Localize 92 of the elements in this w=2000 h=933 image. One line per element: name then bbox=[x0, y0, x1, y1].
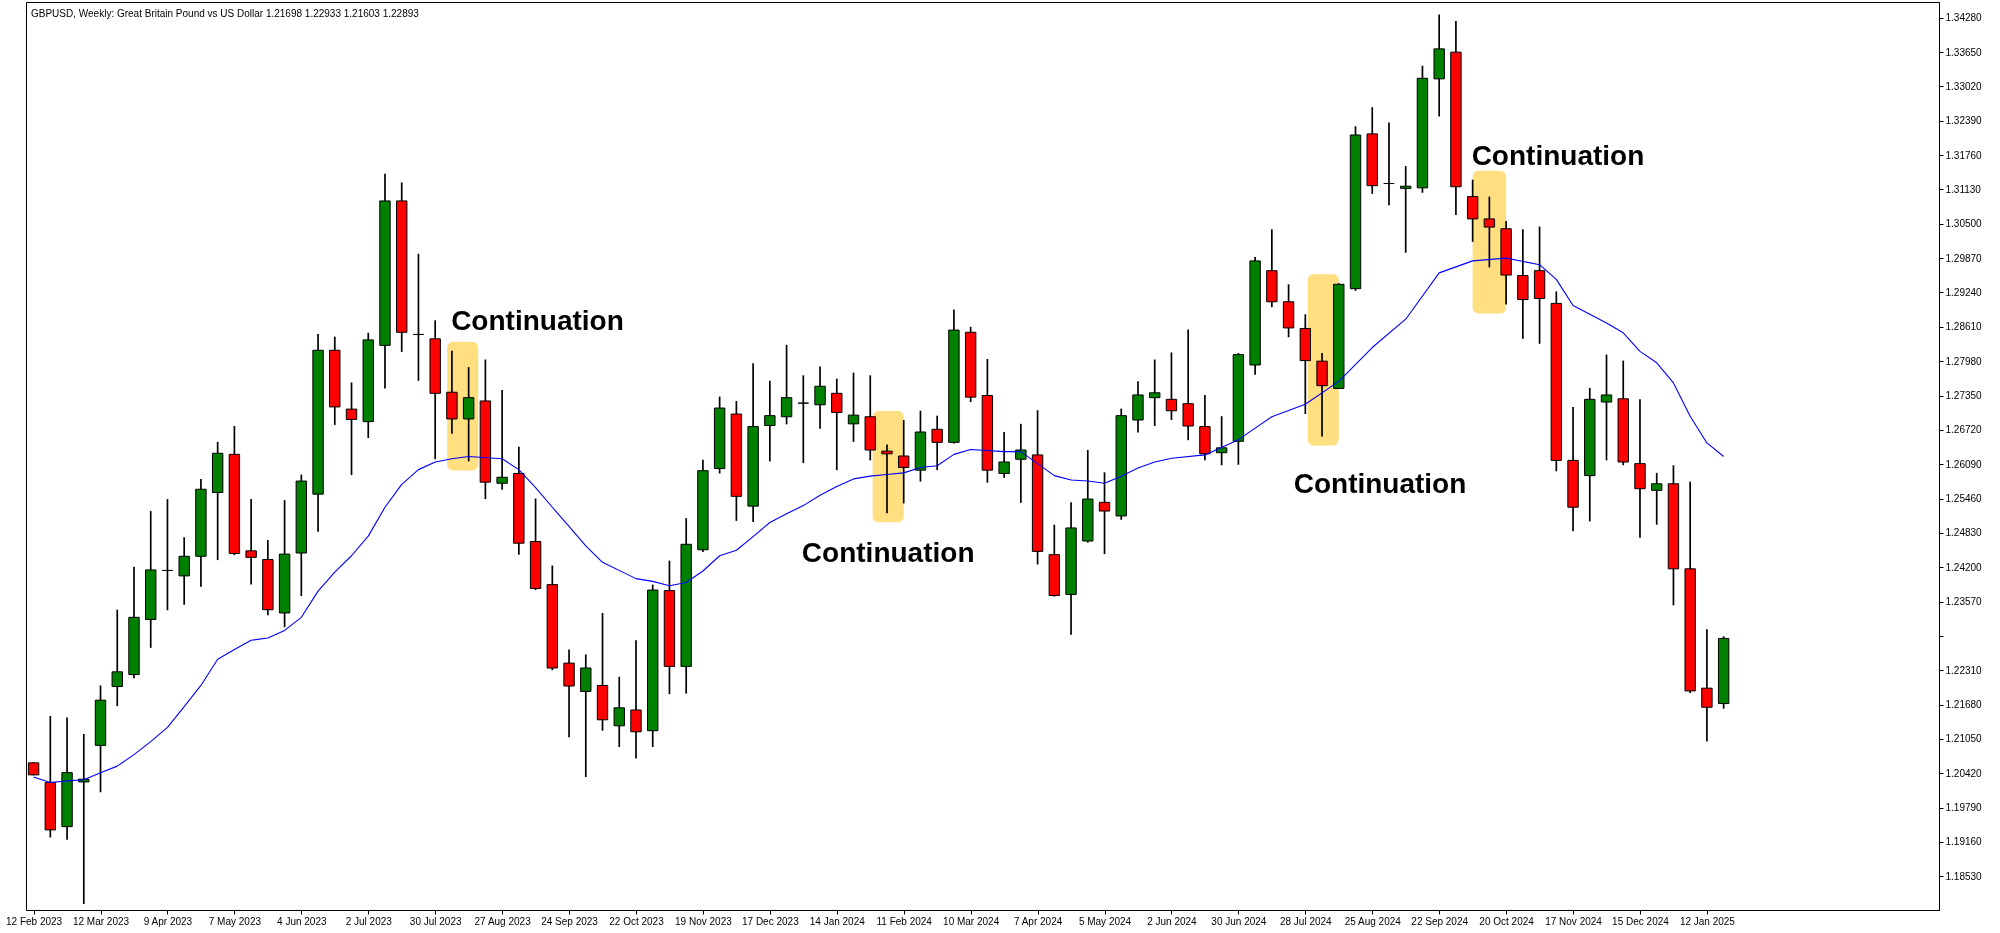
x-tick-label: 22 Oct 2023 bbox=[609, 915, 665, 927]
y-tick-label: 1.19160 bbox=[1945, 836, 1983, 848]
y-tick-label: 1.33020 bbox=[1945, 80, 1983, 92]
x-tick-label: 25 Aug 2024 bbox=[1344, 915, 1402, 927]
candlestick bbox=[1600, 353, 1613, 462]
y-tick-label: 1.31760 bbox=[1945, 149, 1983, 161]
candlestick bbox=[998, 431, 1010, 479]
x-tick-label: 27 Aug 2023 bbox=[474, 915, 532, 927]
candlestick bbox=[1701, 628, 1713, 743]
candlestick bbox=[1466, 178, 1479, 243]
candlestick bbox=[764, 379, 776, 463]
y-tick-label: 1.30500 bbox=[1945, 218, 1983, 230]
y-tick-label: 1.27980 bbox=[1945, 355, 1983, 367]
candlestick bbox=[1400, 165, 1412, 254]
band-label: Continuation bbox=[1293, 468, 1467, 500]
candlestick bbox=[831, 377, 843, 472]
y-tick-label: 1.21050 bbox=[1945, 733, 1983, 745]
x-tick-label: 20 Oct 2024 bbox=[1479, 915, 1535, 927]
candlestick bbox=[161, 498, 174, 612]
y-tick-label: 1.24200 bbox=[1945, 561, 1983, 573]
y-tick-label: 1.19790 bbox=[1945, 802, 1983, 814]
y-tick-label: 1.31130 bbox=[1945, 183, 1982, 195]
x-tick-label: 12 Jan 2025 bbox=[1679, 915, 1736, 927]
text: GBPUSD, Weekly: Great Britain Pound vs US Dollar 1.21698 1.22933 1.21603 1.22893 bbox=[31, 8, 420, 19]
candlestick bbox=[462, 366, 475, 463]
x-tick-label: 17 Dec 2023 bbox=[741, 915, 800, 927]
candlestick bbox=[1483, 195, 1496, 269]
candlestick bbox=[1517, 228, 1529, 340]
candlestick bbox=[245, 498, 257, 586]
candlestick bbox=[412, 252, 425, 382]
x-tick-label: 12 Feb 2023 bbox=[6, 915, 63, 927]
x-tick-label: 2 Jun 2024 bbox=[1147, 915, 1198, 927]
y-tick-label: 1.25460 bbox=[1945, 493, 1983, 505]
x-tick-label: 28 Jul 2024 bbox=[1279, 915, 1333, 927]
candlestick bbox=[1182, 328, 1194, 442]
y-tick-label: 1.27350 bbox=[1945, 390, 1983, 401]
x-tick-label: 7 Apr 2024 bbox=[1013, 915, 1063, 927]
x-tick-label: 30 Jul 2023 bbox=[409, 915, 462, 927]
band-label: Continuation bbox=[801, 537, 975, 569]
x-tick-label: 5 May 2024 bbox=[1078, 915, 1132, 927]
candlestick bbox=[898, 419, 910, 505]
x-tick-label: 9 Apr 2023 bbox=[143, 915, 193, 927]
x-tick-label: 24 Sep 2023 bbox=[541, 915, 599, 927]
y-tick-label: 1.29870 bbox=[1945, 252, 1983, 264]
candlestick bbox=[1015, 422, 1027, 504]
candlestick bbox=[630, 639, 642, 760]
candlestick bbox=[780, 343, 793, 426]
candlestick bbox=[1149, 358, 1161, 427]
candlestick bbox=[580, 653, 592, 778]
candlestick bbox=[814, 365, 826, 430]
y-tick-label: 1.24830 bbox=[1945, 527, 1983, 539]
x-tick-label: 7 May 2023 bbox=[208, 915, 262, 927]
candlestick bbox=[881, 443, 893, 515]
y-tick-label: 1.29240 bbox=[1945, 286, 1983, 298]
y-tick-label: 1.22310 bbox=[1945, 664, 1983, 676]
candlestick bbox=[178, 536, 190, 606]
candlestick bbox=[1165, 351, 1178, 421]
candlestick bbox=[1098, 471, 1111, 555]
candlestick bbox=[111, 608, 123, 708]
x-tick-label: 4 Jun 2023 bbox=[277, 915, 327, 927]
x-tick-label: 2 Jul 2023 bbox=[345, 915, 393, 927]
candlestick bbox=[496, 389, 508, 491]
candlestick bbox=[931, 414, 943, 472]
x-tick-label: 22 Sep 2024 bbox=[1411, 915, 1469, 927]
x-tick-label: 12 Mar 2023 bbox=[72, 915, 130, 927]
x-tick-label: 17 Nov 2024 bbox=[1545, 915, 1603, 927]
x-tick-label: 15 Dec 2024 bbox=[1612, 915, 1670, 927]
y-tick-label: 1.33650 bbox=[1945, 46, 1983, 58]
candlestick bbox=[613, 675, 625, 748]
candlestick bbox=[1651, 472, 1663, 526]
y-tick-label: 1.18530 bbox=[1945, 870, 1983, 882]
y-tick-label: 1.26090 bbox=[1945, 458, 1983, 470]
x-tick-label: 11 Feb 2024 bbox=[876, 915, 933, 927]
y-tick-label: 1.26720 bbox=[1945, 424, 1983, 436]
x-tick-label: 14 Jan 2024 bbox=[809, 915, 866, 927]
y-tick-label: 1.28610 bbox=[1945, 321, 1983, 333]
line-series bbox=[33, 257, 1725, 784]
y-tick-label: 1.32390 bbox=[1945, 115, 1983, 127]
band-label: Continuation bbox=[451, 304, 624, 336]
candlestick bbox=[797, 374, 810, 464]
candlestick bbox=[563, 648, 575, 739]
candlestick bbox=[345, 381, 358, 476]
y-tick-label: 1.34280 bbox=[1945, 12, 1983, 24]
x-tick-label: 30 Jun 2024 bbox=[1211, 915, 1267, 927]
y-tick-label: 1.20420 bbox=[1945, 767, 1983, 779]
y-tick-label: 1.21680 bbox=[1945, 699, 1983, 711]
y-tick-label: 1.23570 bbox=[1945, 596, 1983, 608]
candlestick bbox=[1383, 121, 1395, 207]
band-label: Continuation bbox=[1471, 139, 1645, 171]
candlestick bbox=[847, 371, 860, 443]
x-tick-label: 19 Nov 2023 bbox=[675, 915, 733, 927]
x-tick-label: 10 Mar 2024 bbox=[943, 915, 1000, 927]
